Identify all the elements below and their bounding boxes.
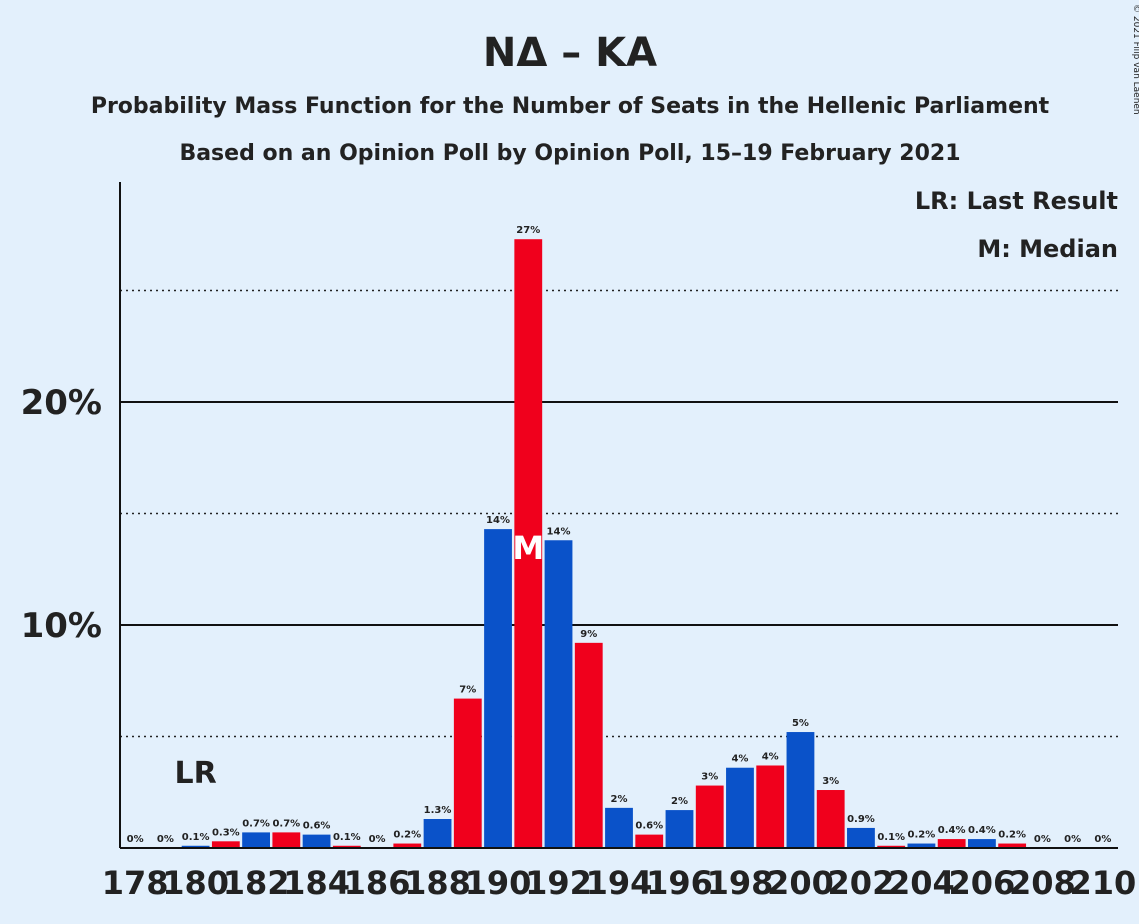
median-label: M bbox=[512, 529, 544, 567]
x-tick-label: 206 bbox=[949, 864, 1016, 902]
data-label: 0.7% bbox=[272, 818, 300, 829]
bar bbox=[272, 832, 301, 848]
data-label: 7% bbox=[459, 685, 476, 696]
x-tick-label: 186 bbox=[344, 864, 411, 902]
x-tick-label: 190 bbox=[465, 864, 532, 902]
data-label: 3% bbox=[701, 772, 718, 783]
legend-entry: LR: Last Result bbox=[915, 187, 1118, 215]
data-label: 0% bbox=[1094, 834, 1111, 845]
data-label: 0% bbox=[1064, 834, 1081, 845]
bar bbox=[302, 834, 331, 848]
x-tick-label: 194 bbox=[586, 864, 653, 902]
data-label: 0% bbox=[1034, 834, 1051, 845]
x-tick-label: 184 bbox=[283, 864, 350, 902]
bar bbox=[484, 529, 512, 848]
bar bbox=[514, 239, 543, 848]
bar bbox=[665, 810, 694, 848]
bar bbox=[393, 843, 422, 848]
data-label: 0.7% bbox=[242, 818, 270, 829]
bar bbox=[907, 843, 936, 848]
bar bbox=[937, 839, 966, 848]
last-result-label: LR bbox=[174, 756, 216, 791]
bar bbox=[211, 841, 240, 848]
bar bbox=[544, 540, 573, 848]
data-label: 27% bbox=[516, 225, 540, 236]
data-label: 3% bbox=[822, 776, 839, 787]
data-label: 0% bbox=[127, 834, 144, 845]
data-label: 0.2% bbox=[998, 830, 1026, 841]
x-tick-label: 188 bbox=[404, 864, 471, 902]
data-label: 0.4% bbox=[938, 825, 966, 836]
bar bbox=[423, 819, 452, 848]
x-tick-label: 180 bbox=[162, 864, 229, 902]
data-label: 0.2% bbox=[908, 830, 936, 841]
data-label: 14% bbox=[486, 515, 510, 526]
bar bbox=[695, 785, 724, 848]
x-tick-label: 210 bbox=[1069, 864, 1136, 902]
data-label: 0.9% bbox=[847, 814, 875, 825]
data-label: 2% bbox=[611, 794, 628, 805]
data-label: 0.6% bbox=[635, 821, 663, 832]
data-label: 0% bbox=[157, 834, 174, 845]
data-label: 0.1% bbox=[877, 832, 905, 843]
x-tick-label: 182 bbox=[223, 864, 290, 902]
data-label: 9% bbox=[580, 629, 597, 640]
data-label: 5% bbox=[792, 718, 809, 729]
bar bbox=[756, 765, 785, 848]
data-label: 0.2% bbox=[393, 830, 421, 841]
x-tick-label: 200 bbox=[767, 864, 834, 902]
data-label: 0% bbox=[369, 834, 386, 845]
data-label: 14% bbox=[547, 526, 571, 537]
x-tick-label: 178 bbox=[102, 864, 169, 902]
bar bbox=[816, 790, 845, 848]
data-label: 1.3% bbox=[424, 805, 452, 816]
data-label: 0.3% bbox=[212, 827, 240, 838]
bar bbox=[877, 845, 906, 848]
bar bbox=[635, 834, 664, 848]
bar bbox=[574, 642, 603, 848]
x-tick-label: 196 bbox=[646, 864, 713, 902]
chart-title: NΔ – KA bbox=[483, 30, 657, 76]
bar bbox=[967, 839, 996, 848]
data-label: 0.1% bbox=[182, 832, 210, 843]
data-label: 4% bbox=[762, 751, 779, 762]
data-label: 2% bbox=[671, 796, 688, 807]
copyright: © 2021 Filip van Laenen bbox=[1131, 4, 1139, 115]
bar bbox=[998, 843, 1027, 848]
x-tick-label: 192 bbox=[525, 864, 592, 902]
subtitle: Based on an Opinion Poll by Opinion Poll… bbox=[179, 141, 960, 166]
bar bbox=[332, 845, 361, 848]
bar bbox=[181, 845, 210, 848]
data-label: 0.1% bbox=[333, 832, 361, 843]
bar bbox=[847, 827, 875, 848]
x-tick-label: 202 bbox=[828, 864, 895, 902]
bar bbox=[242, 832, 271, 848]
bar bbox=[605, 807, 633, 848]
data-label: 4% bbox=[731, 754, 748, 765]
y-tick-label: 10% bbox=[21, 606, 102, 646]
x-tick-label: 208 bbox=[1009, 864, 1076, 902]
subtitle: Probability Mass Function for the Number… bbox=[91, 94, 1050, 119]
x-tick-label: 204 bbox=[888, 864, 955, 902]
legend-entry: M: Median bbox=[977, 235, 1118, 263]
x-tick-label: 198 bbox=[707, 864, 774, 902]
bar bbox=[726, 767, 754, 848]
data-label: 0.6% bbox=[303, 821, 331, 832]
bar bbox=[453, 698, 482, 848]
y-tick-label: 20% bbox=[21, 383, 102, 423]
data-label: 0.4% bbox=[968, 825, 996, 836]
bar bbox=[786, 732, 815, 848]
